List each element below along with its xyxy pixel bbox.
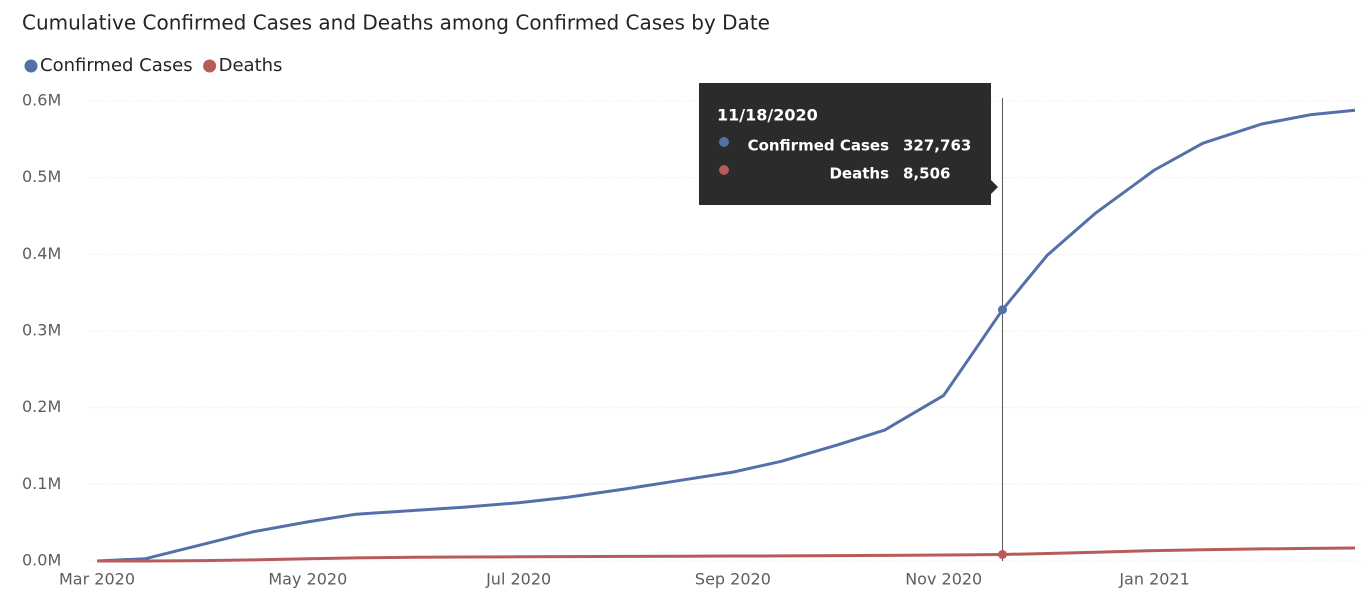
- chart-title: Cumulative Confirmed Cases and Deaths am…: [22, 11, 770, 35]
- tooltip-marker: [719, 165, 729, 175]
- y-tick-label: 0.5M: [22, 167, 61, 186]
- legend-marker: [24, 59, 38, 73]
- y-tick-label: 0.6M: [22, 91, 61, 110]
- tooltip-value: 327,763: [903, 137, 971, 155]
- y-tick-label: 0.3M: [22, 321, 61, 340]
- x-tick-label: Nov 2020: [905, 570, 982, 589]
- hover-point: [997, 549, 1007, 559]
- x-tick-label: Jul 2020: [485, 570, 551, 589]
- legend-label: Deaths: [219, 55, 283, 76]
- y-tick-label: 0.1M: [22, 474, 61, 493]
- tooltip-box: [699, 83, 991, 205]
- x-tick-label: Mar 2020: [59, 570, 135, 589]
- series-line: [97, 546, 1356, 563]
- tooltip-value: 8,506: [903, 165, 950, 183]
- series-line: [96, 108, 1356, 563]
- tooltip-series-name: Confirmed Cases: [748, 137, 890, 155]
- tooltip-marker: [719, 137, 729, 147]
- hover-point: [997, 305, 1007, 315]
- x-tick-label: Jan 2021: [1118, 570, 1189, 589]
- y-tick-label: 0.4M: [22, 244, 61, 263]
- y-tick-label: 0.2M: [22, 397, 61, 416]
- legend-label: Confirmed Cases: [40, 55, 193, 76]
- legend-marker: [203, 59, 217, 73]
- tooltip-date: 11/18/2020: [717, 106, 818, 125]
- tooltip-series-name: Deaths: [829, 165, 889, 183]
- y-tick-label: 0.0M: [22, 551, 61, 570]
- x-tick-label: May 2020: [268, 570, 347, 589]
- tooltip-pointer: [991, 180, 998, 194]
- x-tick-label: Sep 2020: [695, 570, 771, 589]
- tooltip: 11/18/2020 Confirmed Cases 327,763 Deaths 8,…: [699, 83, 998, 205]
